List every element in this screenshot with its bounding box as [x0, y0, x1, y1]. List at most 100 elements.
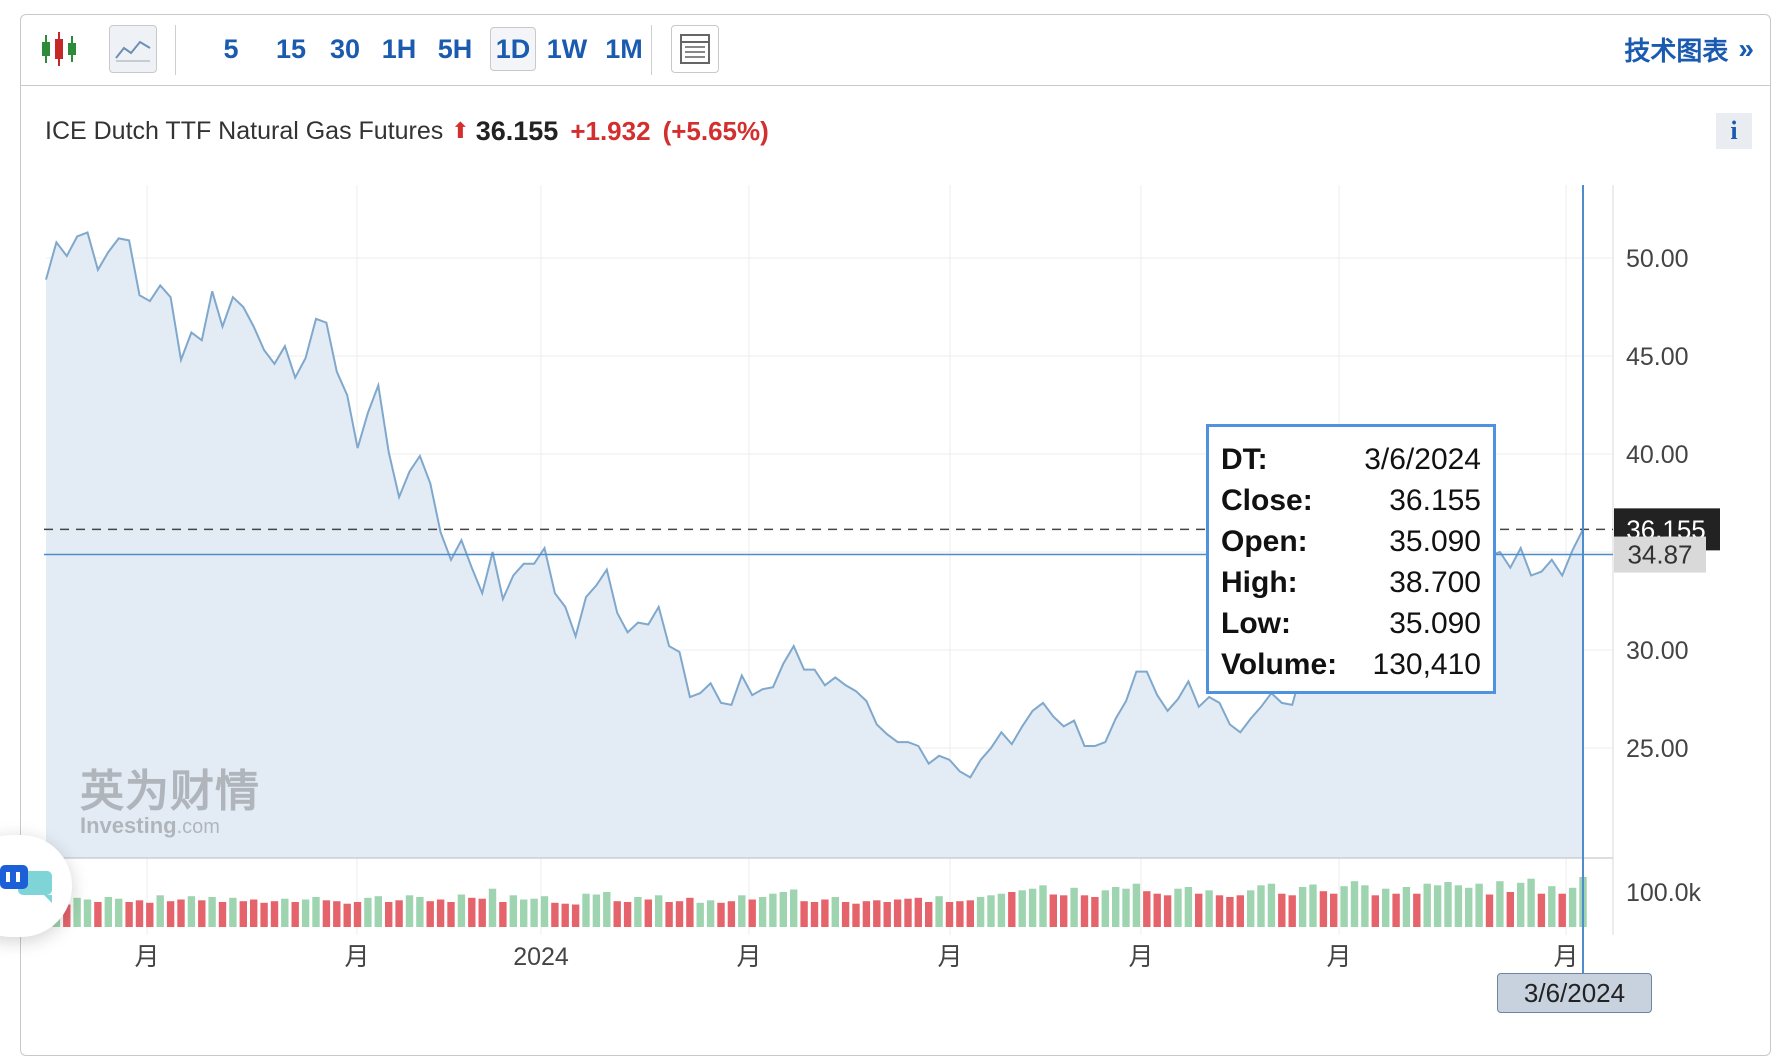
- volume-bar: [665, 902, 673, 927]
- x-axis-tick: 月: [1553, 943, 1578, 971]
- volume-bar: [426, 901, 434, 927]
- timeframe-5h-button[interactable]: 5H: [437, 33, 473, 64]
- price-chart[interactable]: 50.00 45.00 40.00 30.00 25.00 月 月 2024 月 月 月 月 月 36…: [0, 0, 1789, 1021]
- y-axis-tick: 25.00: [1626, 735, 1689, 763]
- volume-bar: [468, 897, 476, 927]
- volume-bar: [976, 897, 985, 927]
- volume-bar: [83, 899, 92, 927]
- last-price: 36.155: [475, 115, 559, 146]
- volume-bar: [758, 897, 767, 927]
- volume-bar: [966, 900, 974, 927]
- volume-bar: [738, 895, 746, 927]
- volume-bar: [717, 902, 725, 927]
- volume-bar: [561, 903, 569, 927]
- price-area: [46, 232, 1583, 858]
- timeframe-1h-button[interactable]: 1H: [381, 33, 417, 64]
- line-chart-icon[interactable]: [109, 25, 157, 73]
- technical-chart-label: 技术图表: [1624, 35, 1729, 66]
- timeframe-1m-button[interactable]: 1M: [605, 33, 643, 64]
- timeframe-30-button[interactable]: 30: [329, 33, 361, 64]
- timeframe-5-button[interactable]: 5: [223, 33, 239, 64]
- volume-bar: [416, 897, 424, 927]
- volume-bar: [260, 902, 268, 927]
- volume-bar: [63, 904, 71, 927]
- watermark-en-suffix: .com: [176, 816, 220, 838]
- volume-bar: [623, 902, 632, 927]
- timeframe-1w-button[interactable]: 1W: [546, 33, 588, 64]
- technical-chart-link[interactable]: 技术图表 »: [1624, 27, 1754, 71]
- volume-bar: [1548, 886, 1556, 927]
- up-arrow-icon: ⬆: [451, 118, 470, 143]
- volume-bar: [291, 902, 299, 927]
- x-axis-tick: 月: [134, 943, 159, 971]
- volume-bar: [540, 896, 549, 927]
- tooltip-value: 36.155: [1389, 483, 1481, 517]
- tooltip-value: 35.090: [1389, 606, 1481, 640]
- tooltip-row: Low: 35.090: [1221, 603, 1481, 644]
- volume-bar: [1028, 888, 1037, 927]
- volume-bar: [582, 893, 590, 927]
- volume-bar: [821, 899, 829, 927]
- timeframe-1d-button[interactable]: 1D: [490, 27, 536, 71]
- candlestick-chart-icon[interactable]: [35, 25, 83, 73]
- layout-icon[interactable]: [671, 25, 719, 73]
- volume-bar: [655, 895, 663, 927]
- volume-bar: [1309, 884, 1317, 927]
- volume-bar: [250, 899, 258, 927]
- volume-bar: [1350, 881, 1359, 927]
- volume-bar: [1247, 890, 1255, 927]
- volume-bar: [873, 900, 881, 927]
- data-tooltip: DT: 3/6/2024 Close: 36.155 Open: 35.090 High: 3…: [1206, 424, 1496, 694]
- x-axis-tick: 月: [937, 943, 962, 971]
- volume-bar: [603, 892, 611, 927]
- volume-bar: [706, 900, 715, 927]
- crosshair-price-tag: [1614, 536, 1706, 573]
- x-axis-tick: 月: [344, 943, 369, 971]
- volume-bar: [343, 903, 351, 927]
- volume-bar: [925, 902, 933, 927]
- volume-bar: [1070, 887, 1078, 927]
- tooltip-row: Volume: 130,410: [1221, 644, 1481, 685]
- volume-bar: [1392, 893, 1400, 927]
- volume-bar: [1184, 887, 1193, 927]
- volume-bar: [841, 902, 850, 927]
- volume-bar: [229, 897, 237, 927]
- x-axis-tick: 月: [1326, 943, 1351, 971]
- volume-axis-tick: 100.0k: [1626, 879, 1702, 907]
- info-button[interactable]: i: [1716, 113, 1752, 149]
- volume-bar: [395, 900, 403, 927]
- y-axis-ticks: 50.00 45.00 40.00 30.00 25.00: [1626, 245, 1689, 763]
- volume-bar: [1444, 882, 1452, 927]
- volume-bar: [1475, 883, 1483, 927]
- volume-bar: [800, 901, 808, 927]
- instrument-name: ICE Dutch TTF Natural Gas Futures: [45, 116, 444, 145]
- volume-bar: [571, 904, 580, 927]
- volume-bar: [727, 901, 736, 927]
- y-axis-tick: 30.00: [1626, 637, 1689, 665]
- volume-bar: [551, 902, 559, 927]
- tooltip-row: Close: 36.155: [1221, 480, 1481, 521]
- volume-bar: [1091, 897, 1099, 927]
- y-axis-tick: 45.00: [1626, 343, 1689, 371]
- toolbar-divider: [651, 25, 652, 75]
- tooltip-row: DT: 3/6/2024: [1221, 439, 1481, 480]
- volume-bar: [488, 888, 497, 927]
- volume-bar: [1060, 895, 1068, 927]
- volume-bar: [644, 899, 652, 927]
- volume-bar: [94, 902, 102, 927]
- price-change-percent: (+5.65%): [662, 115, 769, 146]
- volume-bar: [831, 897, 839, 927]
- timeframe-15-button[interactable]: 15: [275, 33, 307, 64]
- volume-bar: [146, 902, 154, 927]
- volume-bar: [945, 902, 954, 927]
- crosshair-price-label: 34.87: [1627, 540, 1692, 570]
- volume-bar: [696, 902, 704, 927]
- volume-bar: [1267, 883, 1276, 927]
- chat-widget[interactable]: [0, 835, 72, 937]
- crosshair-date-label: 3/6/2024: [1497, 973, 1652, 1013]
- x-axis-tick: 2024: [513, 943, 569, 971]
- volume-bar: [1278, 893, 1286, 927]
- volume-bar: [1122, 888, 1130, 927]
- volume-bar: [239, 901, 247, 927]
- volume-bar: [436, 899, 445, 927]
